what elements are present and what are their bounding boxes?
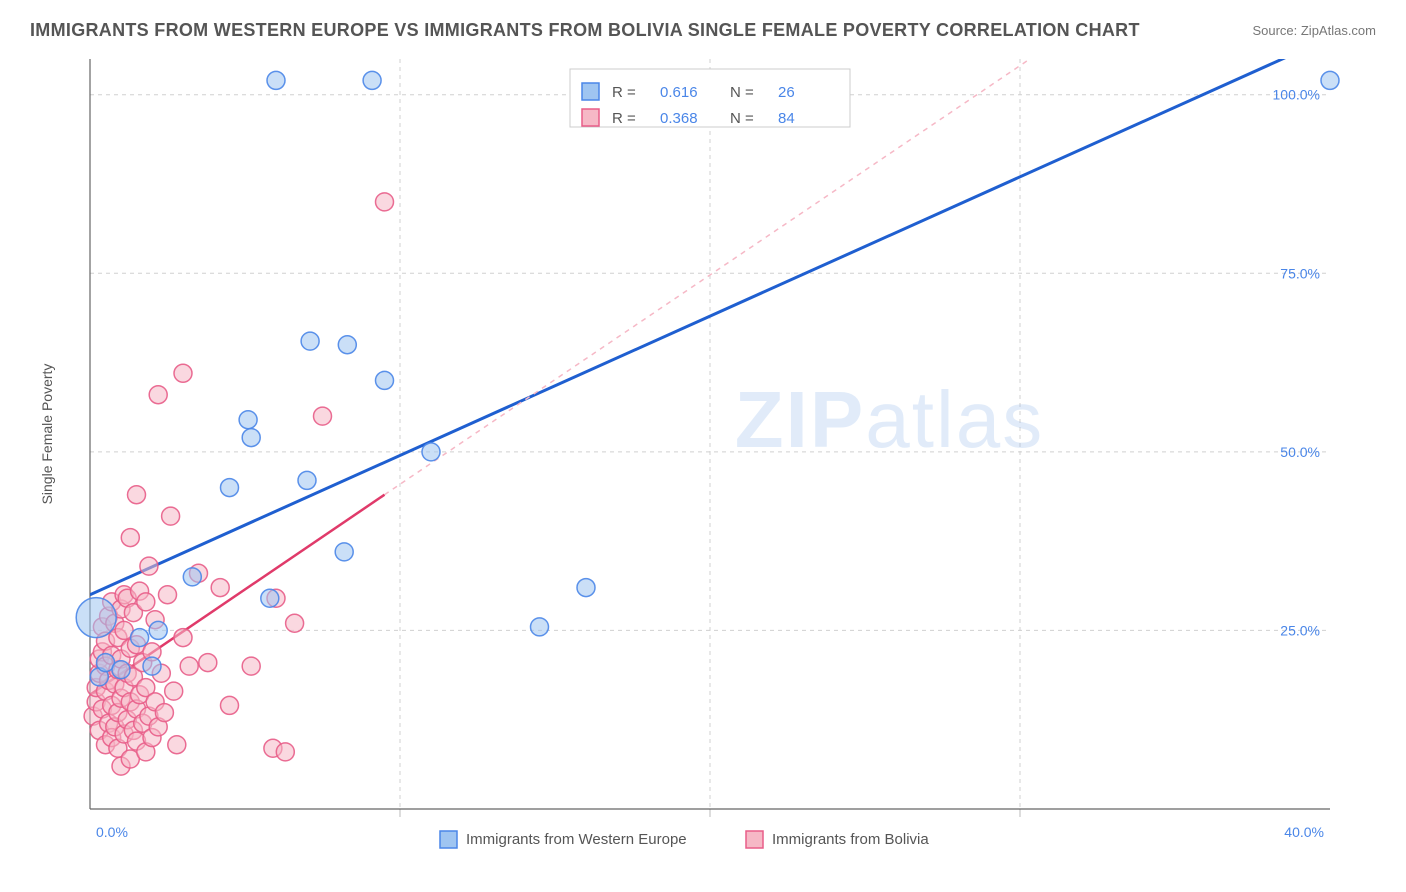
svg-text:84: 84: [778, 110, 795, 127]
chart-area: 25.0% 50.0% 75.0% 100.0% 0.0% 40.0% Single Fem…: [30, 49, 1376, 869]
svg-text:40.0%: 40.0%: [1284, 824, 1324, 840]
svg-text:N =: N =: [730, 110, 754, 127]
svg-text:26: 26: [778, 84, 795, 101]
svg-text:0.368: 0.368: [660, 110, 698, 127]
svg-text:R =: R =: [612, 84, 636, 101]
svg-text:Immigrants from Bolivia: Immigrants from Bolivia: [772, 831, 929, 848]
svg-text:Immigrants from Western Europe: Immigrants from Western Europe: [466, 831, 687, 848]
svg-text:N =: N =: [730, 84, 754, 101]
svg-text:0.616: 0.616: [660, 84, 698, 101]
svg-text:R =: R =: [612, 110, 636, 127]
chart-header: IMMIGRANTS FROM WESTERN EUROPE VS IMMIGR…: [30, 20, 1376, 41]
source-label: Source:: [1252, 23, 1300, 38]
svg-text:Single Female Poverty: Single Female Poverty: [39, 364, 55, 505]
svg-text:100.0%: 100.0%: [1273, 87, 1320, 103]
scatter-plot-svg: 25.0% 50.0% 75.0% 100.0% 0.0% 40.0% Single Fem…: [30, 49, 1376, 869]
svg-text:50.0%: 50.0%: [1280, 444, 1320, 460]
source-value: ZipAtlas.com: [1301, 23, 1376, 38]
svg-text:0.0%: 0.0%: [96, 824, 128, 840]
chart-title: IMMIGRANTS FROM WESTERN EUROPE VS IMMIGR…: [30, 20, 1140, 41]
svg-text:75.0%: 75.0%: [1280, 265, 1320, 281]
svg-text:25.0%: 25.0%: [1280, 622, 1320, 638]
source-attribution: Source: ZipAtlas.com: [1252, 23, 1376, 38]
